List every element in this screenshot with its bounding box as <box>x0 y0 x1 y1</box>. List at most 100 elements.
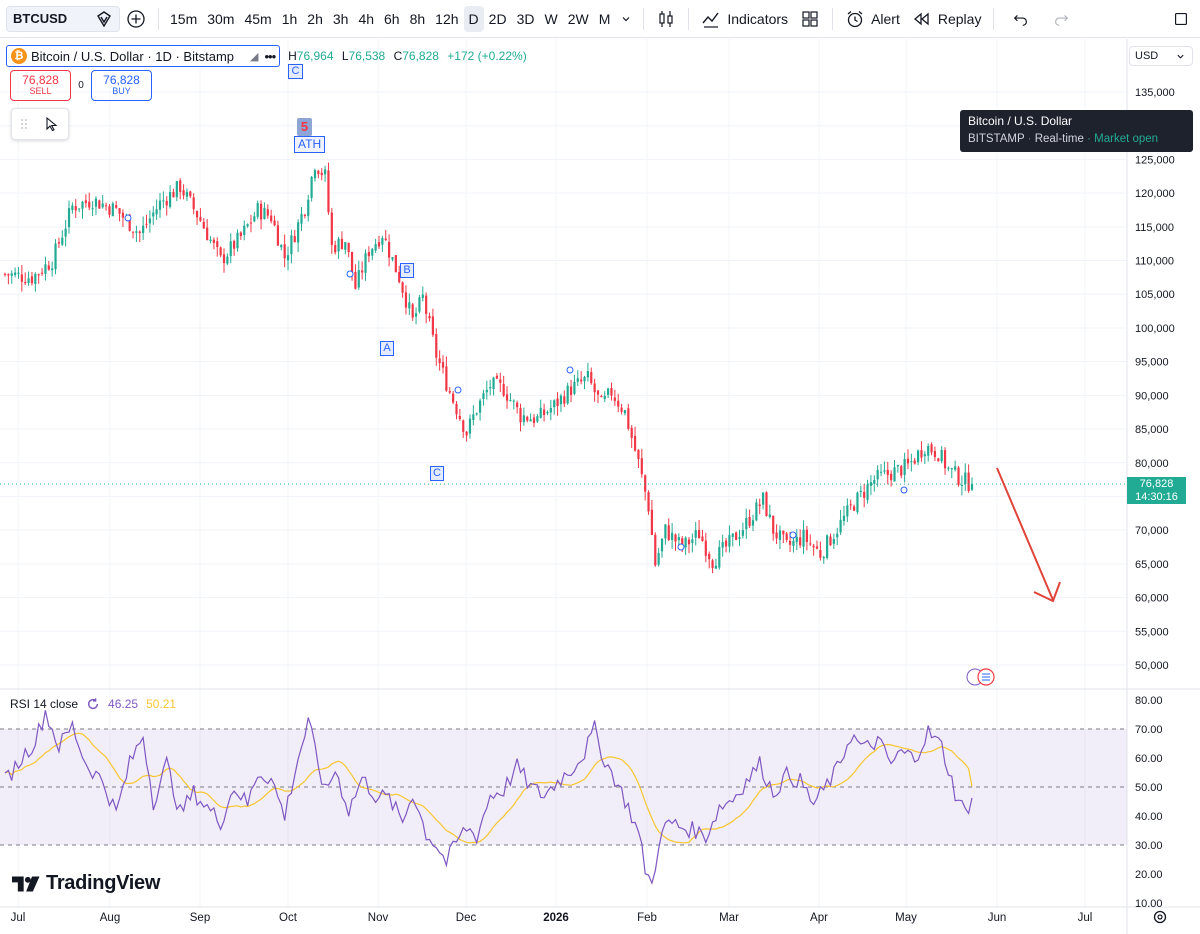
candle-body <box>660 538 664 552</box>
candle-body <box>441 362 445 368</box>
symbol-search-box[interactable]: BTCUSD <box>6 5 120 32</box>
timeframe-dropdown[interactable] <box>615 6 637 32</box>
candle-body <box>883 470 886 472</box>
timeframe-d[interactable]: D <box>463 5 484 32</box>
wave-label-c-top[interactable]: C <box>288 64 303 79</box>
candle-body <box>627 408 630 429</box>
candle-body <box>583 376 586 382</box>
timeframe-30m[interactable]: 30m <box>207 10 235 27</box>
candle-body <box>165 200 168 206</box>
wave-5-label[interactable]: 5 <box>297 118 312 136</box>
candle-body <box>869 482 873 486</box>
timeframe-6h[interactable]: 6h <box>384 10 400 27</box>
wave-label-c[interactable]: C <box>430 466 444 481</box>
candle-body <box>428 315 431 319</box>
timeframe-4h[interactable]: 4h <box>358 10 375 27</box>
ath-label[interactable]: ATH <box>294 136 326 153</box>
candle-body <box>142 225 145 234</box>
timeframe-w[interactable]: W <box>544 10 558 27</box>
wave-label-b[interactable]: B <box>400 263 414 278</box>
price-tick-label: 55,000 <box>1135 626 1169 638</box>
sell-price: 76,828 <box>22 72 59 87</box>
buy-button[interactable]: 76,828 BUY <box>91 70 152 101</box>
candle-body <box>593 383 596 393</box>
timeframe-12h[interactable]: 12h <box>435 10 459 27</box>
rsi-lines <box>4 710 973 885</box>
refresh-icon[interactable] <box>86 697 100 711</box>
timeframe-2h[interactable]: 2h <box>307 10 323 27</box>
chart-type-button[interactable] <box>650 6 682 32</box>
candle-body <box>546 412 549 414</box>
news-badges-icon <box>966 668 995 686</box>
fullscreen-button[interactable] <box>1166 6 1196 32</box>
indicators-button[interactable]: Indicators <box>695 6 794 32</box>
gear-hub <box>1157 914 1163 920</box>
candle-body <box>489 387 492 389</box>
candle-body <box>478 400 482 413</box>
candle-body <box>576 378 579 382</box>
timeframe-1h[interactable]: 1h <box>281 10 298 27</box>
candle-body <box>317 170 320 175</box>
candle-body <box>623 410 627 414</box>
undo-button[interactable] <box>1006 6 1036 32</box>
timeframe-2w[interactable]: 2W <box>567 10 589 27</box>
replay-button[interactable]: Replay <box>906 6 988 32</box>
legend-symbol-box[interactable]: ₿ Bitcoin / U.S. Dollar · 1D · Bitstamp … <box>6 45 281 67</box>
candle-body <box>637 449 640 460</box>
candle-body <box>842 515 846 521</box>
candle-body <box>893 467 896 482</box>
candle-body <box>795 536 798 543</box>
candle-body <box>391 257 394 260</box>
compare-icon[interactable] <box>95 10 113 28</box>
candle-body <box>266 209 269 216</box>
cursor-arrow-icon[interactable] <box>44 116 60 132</box>
candle-body <box>185 191 189 197</box>
candle-body <box>361 270 364 273</box>
candle-body <box>364 253 367 273</box>
timeframe-8h[interactable]: 8h <box>409 10 426 27</box>
more-icon[interactable]: ••• <box>264 48 276 64</box>
price-tick-label: 90,000 <box>1135 390 1169 402</box>
candle-body <box>452 393 455 403</box>
candle-body <box>307 199 310 217</box>
candle-body <box>704 540 707 556</box>
candle-body <box>556 398 559 407</box>
chart-canvas[interactable]: 135,000130,000125,000120,000115,000110,0… <box>0 39 1200 934</box>
tooltip-status: Market open <box>1094 133 1159 145</box>
candle-body <box>748 517 751 526</box>
time-tick-label: Jul <box>1078 912 1093 924</box>
candle-body <box>866 484 869 500</box>
tradingview-logo[interactable]: TradingView <box>12 872 160 895</box>
alert-button[interactable]: Alert <box>839 6 906 32</box>
drawings <box>0 214 1127 686</box>
layouts-button[interactable] <box>794 6 826 32</box>
candle-body <box>323 169 327 175</box>
candle-body <box>644 475 647 492</box>
timeframe-2d[interactable]: 2D <box>488 10 507 27</box>
candle-body <box>954 466 957 470</box>
flag-icon[interactable]: ◢ <box>250 50 259 63</box>
redo-button[interactable] <box>1046 6 1076 32</box>
candle-body <box>425 295 428 314</box>
legend-title: Bitcoin / U.S. Dollar · 1D · Bitstamp <box>31 48 234 64</box>
low-label: L <box>341 49 349 63</box>
rsi-label[interactable]: RSI 14 close <box>10 697 79 711</box>
candle-body <box>108 206 111 215</box>
timeframe-15m[interactable]: 15m <box>170 10 198 27</box>
wave-label-a[interactable]: A <box>380 341 394 356</box>
drag-handle-icon[interactable] <box>20 117 28 131</box>
candle-body <box>630 427 633 438</box>
add-symbol-button[interactable] <box>120 6 152 32</box>
timeframe-3d[interactable]: 3D <box>516 10 535 27</box>
timeframe-m[interactable]: M <box>598 10 611 27</box>
timeframe-45m[interactable]: 45m <box>244 10 272 27</box>
currency-select[interactable]: USD <box>1129 46 1193 66</box>
candle-body <box>54 243 57 270</box>
candle-body <box>259 203 263 220</box>
sell-button[interactable]: 76,828 SELL <box>10 70 71 101</box>
timeframe-3h[interactable]: 3h <box>332 10 349 27</box>
candle-body <box>458 415 461 420</box>
candle-body <box>819 550 822 558</box>
candle-body <box>243 225 246 235</box>
candle-body <box>509 399 512 401</box>
